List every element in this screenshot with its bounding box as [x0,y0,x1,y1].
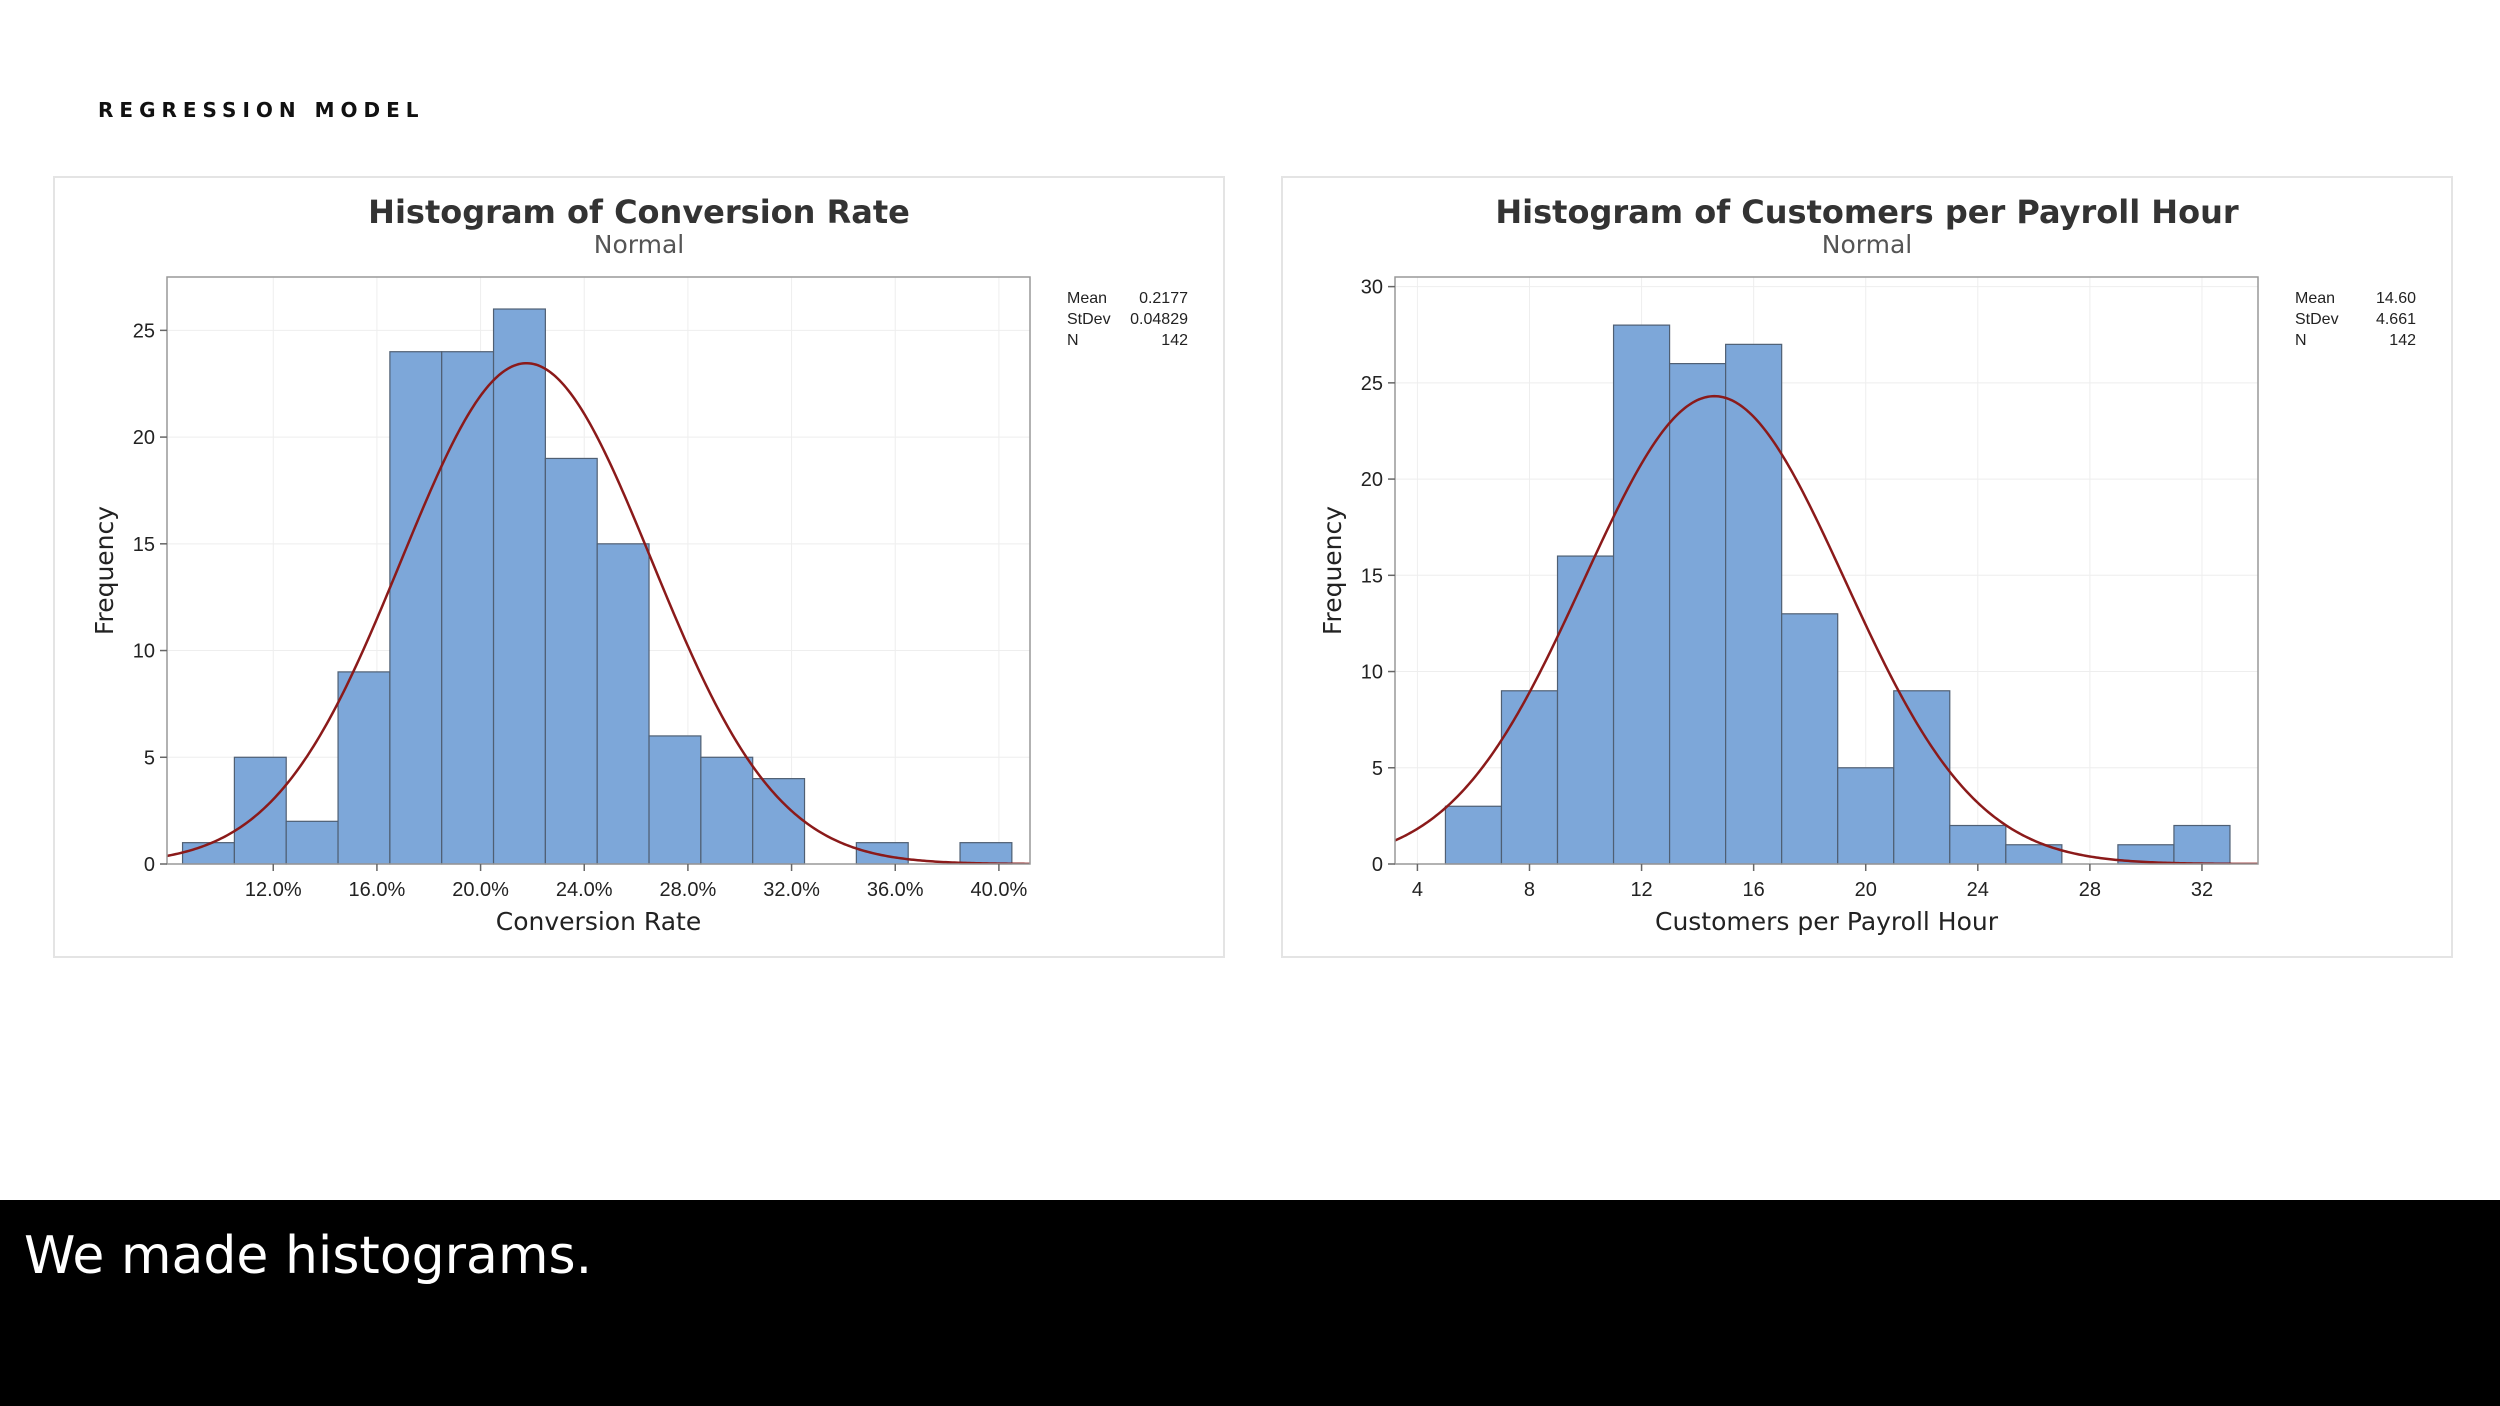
x-tick-label: 20 [1855,879,1877,901]
y-tick-label: 30 [1361,277,1383,299]
legend-value: 0.04829 [1130,311,1188,328]
histogram-bar [1893,690,1951,865]
x-tick-label: 28.0% [660,879,717,901]
legend-label: N [1067,332,1079,349]
histogram-bar [389,351,443,865]
histogram-bar [596,543,650,865]
caption-text: We made histograms. [24,1226,593,1286]
histogram-bar [648,735,702,865]
chart-subtitle: Normal [594,230,684,259]
x-tick-label: 32 [2191,879,2213,901]
x-tick-label: 12.0% [245,879,302,901]
y-tick-label: 25 [133,320,155,342]
x-tick-label: 16.0% [349,879,406,901]
legend-label: Mean [2295,290,2335,307]
chart-title: Histogram of Customers per Payroll Hour [1495,193,2238,231]
x-tick-label: 4 [1412,879,1423,901]
histogram-bar [1781,613,1839,865]
legend-value: 142 [1161,332,1188,349]
normal-fit-curve [167,361,1030,864]
y-tick-label: 0 [1372,854,1383,876]
y-axis-label: Frequency [90,506,119,635]
legend-label: StDev [2295,311,2339,328]
histogram-bar [700,756,754,865]
x-axis-label: Conversion Rate [496,907,701,936]
caption-bar: We made histograms. [0,1200,2500,1406]
legend-label: N [2295,332,2307,349]
histogram-bar [544,457,598,865]
chart-subtitle: Normal [1822,230,1912,259]
y-tick-label: 20 [133,427,155,449]
plot-frame [166,276,1031,865]
normal-fit-curve [1395,394,2258,864]
x-tick-label: 28 [2079,879,2101,901]
x-axis-label: Customers per Payroll Hour [1655,907,1999,936]
legend-value: 14.60 [2376,290,2416,307]
histogram-bar [181,842,235,865]
x-tick-label: 36.0% [867,879,924,901]
histogram-bar [1725,343,1783,865]
x-tick-label: 24 [1967,879,1989,901]
legend-value: 4.661 [2376,311,2416,328]
histogram-bar [441,351,495,865]
x-tick-label: 8 [1524,879,1535,901]
chart-title: Histogram of Conversion Rate [368,193,910,231]
histogram-bar [1837,767,1895,865]
y-tick-label: 25 [1361,373,1383,395]
customers-per-payroll-hour-histogram: Histogram of Customers per Payroll HourN… [1318,193,2416,936]
y-tick-label: 0 [144,854,155,876]
legend-label: StDev [1067,311,1111,328]
x-tick-label: 24.0% [556,879,613,901]
histogram-bar [337,671,391,865]
x-tick-label: 40.0% [971,879,1028,901]
conversion-rate-histogram-panel: Histogram of Conversion Rate Normal 12.0% 1… [53,176,1225,958]
histogram-bar [1556,555,1615,865]
histogram-bar [1500,690,1559,865]
x-tick-label: 16 [1743,879,1765,901]
histogram-bar [855,842,909,865]
y-axis-label: Frequency [1318,506,1347,635]
legend-label: Mean [1067,290,1107,307]
histogram-bar [2173,824,2231,865]
histogram-bar [285,820,339,865]
legend-value: 142 [2389,332,2416,349]
y-tick-label: 20 [1361,469,1383,491]
y-tick-label: 15 [133,534,155,556]
y-tick-label: 15 [1361,565,1383,587]
histogram-bar [1444,805,1503,865]
histogram-bar [1612,324,1671,865]
section-label: REGRESSION MODEL [98,98,425,122]
histogram-bar [1668,363,1727,865]
y-tick-label: 5 [1372,758,1383,780]
histogram-bar [1949,824,2007,865]
histogram-bar [959,842,1013,865]
x-tick-label: 12 [1630,879,1652,901]
y-tick-label: 5 [144,747,155,769]
histogram-bar [752,778,806,865]
plot-frame [1394,276,2259,865]
x-tick-label: 32.0% [763,879,820,901]
y-tick-label: 10 [133,641,155,663]
legend-value: 0.2177 [1139,290,1188,307]
histogram-bar [492,308,546,865]
customers-per-payroll-hour-histogram-panel: Histogram of Customers per Payroll Hour N… [1281,176,2453,958]
y-tick-label: 10 [1361,662,1383,684]
x-tick-label: 20.0% [452,879,509,901]
